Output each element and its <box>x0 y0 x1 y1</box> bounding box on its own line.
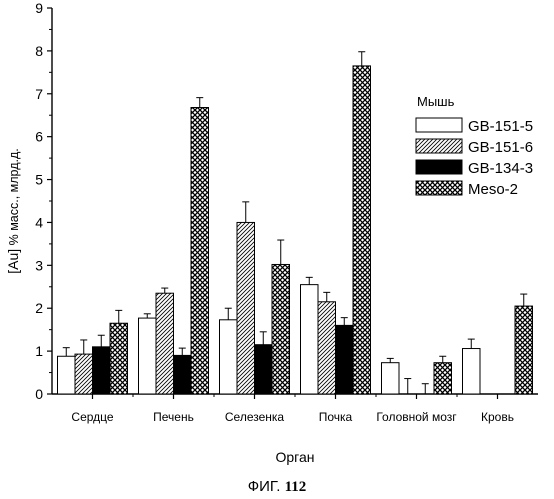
bar <box>318 302 336 394</box>
bar <box>58 356 76 394</box>
legend-swatch <box>416 181 462 195</box>
bar <box>353 66 371 394</box>
legend-title: Мышь <box>417 94 455 109</box>
bar <box>156 293 174 394</box>
bar <box>237 222 255 394</box>
y-tick-label: 7 <box>35 86 43 102</box>
x-tick-label: Головной мозг <box>376 410 457 424</box>
bar <box>272 264 290 394</box>
figure-caption-number: 112 <box>285 479 307 495</box>
bar <box>191 108 209 394</box>
y-tick-label: 8 <box>35 43 43 59</box>
y-tick-label: 0 <box>35 386 43 402</box>
legend-swatch <box>416 160 462 174</box>
bar <box>255 345 273 394</box>
y-tick-label: 4 <box>35 214 43 230</box>
y-tick-label: 1 <box>35 343 43 359</box>
y-tick-label: 2 <box>35 300 43 316</box>
bar <box>220 320 238 394</box>
legend-swatch <box>416 118 462 132</box>
bar <box>174 355 192 394</box>
y-tick-label: 6 <box>35 129 43 145</box>
y-tick-label: 5 <box>35 172 43 188</box>
y-axis-label: [Au] % масс., млрд.д. <box>5 148 21 274</box>
bar <box>301 285 319 394</box>
x-tick-label: Печень <box>153 410 194 424</box>
legend-entry: GB-151-5 <box>468 118 533 135</box>
x-axis-label: Орган <box>276 449 315 465</box>
bar <box>434 363 452 394</box>
bar-chart: 0 1 2 3 4 5 6 7 8 9 Сердце Печень Селезенка Почка Голо… <box>0 0 554 470</box>
y-axis-label-unit: % масс., млрд.д. <box>7 148 21 249</box>
bar <box>515 306 533 394</box>
y-tick-label: 3 <box>35 257 43 273</box>
bar <box>139 318 157 394</box>
bar <box>463 349 481 394</box>
bar <box>382 363 400 394</box>
x-tick-label: Сердце <box>71 410 113 424</box>
y-axis-label-main: [Au] <box>5 249 21 274</box>
figure-caption-prefix: ФИГ. <box>248 478 281 495</box>
bar <box>93 347 111 394</box>
bar <box>75 354 93 394</box>
y-tick-label: 9 <box>35 0 43 16</box>
legend-swatch <box>416 139 462 153</box>
x-tick-label: Кровь <box>481 410 514 424</box>
legend-entry: GB-134-3 <box>468 160 533 177</box>
legend-entry: Meso-2 <box>468 181 518 198</box>
bar <box>110 323 128 394</box>
figure-caption: ФИГ. 112 <box>0 478 554 496</box>
x-tick-label: Почка <box>319 410 353 424</box>
x-tick-label: Селезенка <box>225 410 285 424</box>
legend-entry: GB-151-6 <box>468 139 533 156</box>
bar <box>336 325 354 394</box>
